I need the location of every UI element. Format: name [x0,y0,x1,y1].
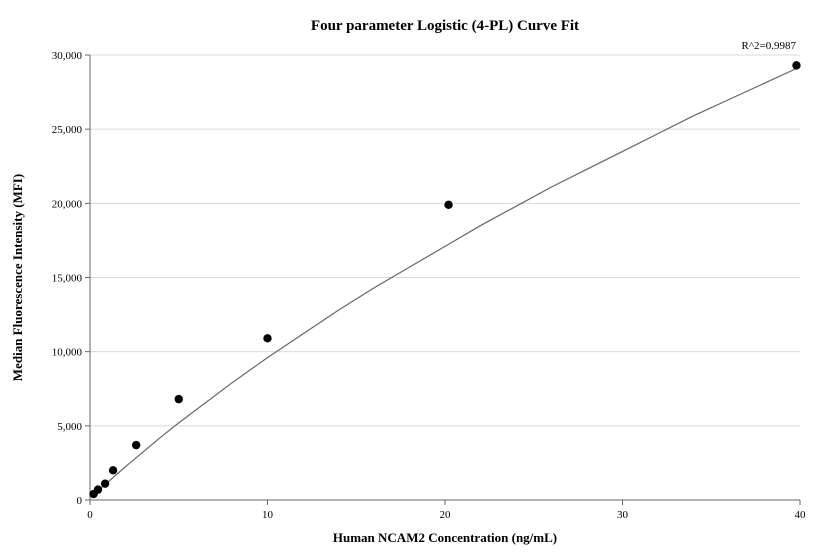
chart-container: 0 5,000 10,000 15,000 20,000 25,000 30,000 0 10 2… [0,0,832,560]
y-axis-label: Median Fluorescence Intensity (MFI) [10,174,25,381]
y-tick-label: 10,000 [52,347,83,359]
x-tick-label: 10 [262,509,274,521]
data-point [444,201,452,209]
x-tick-label: 20 [440,509,452,521]
y-tick-label: 20,000 [52,198,83,210]
y-tick-label: 5,000 [57,421,82,433]
x-axis-label: Human NCAM2 Concentration (ng/mL) [333,530,557,545]
chart-svg: 0 5,000 10,000 15,000 20,000 25,000 30,000 0 10 2… [0,0,832,560]
data-point [175,395,183,403]
y-tick-label: 15,000 [52,273,83,285]
y-tick-label: 0 [77,495,83,507]
data-point [132,441,140,449]
data-point [94,485,102,493]
data-point [792,61,800,69]
r-squared-annotation: R^2=0.9987 [742,40,797,52]
y-tick-label: 30,000 [52,50,83,62]
data-point [101,479,109,487]
x-tick-label: 0 [87,509,93,521]
chart-title: Four parameter Logistic (4-PL) Curve Fit [311,18,579,34]
data-point [263,334,271,342]
data-point [109,466,117,474]
x-tick-label: 40 [795,509,807,521]
y-tick-label: 25,000 [52,124,83,136]
x-tick-label: 30 [617,509,629,521]
